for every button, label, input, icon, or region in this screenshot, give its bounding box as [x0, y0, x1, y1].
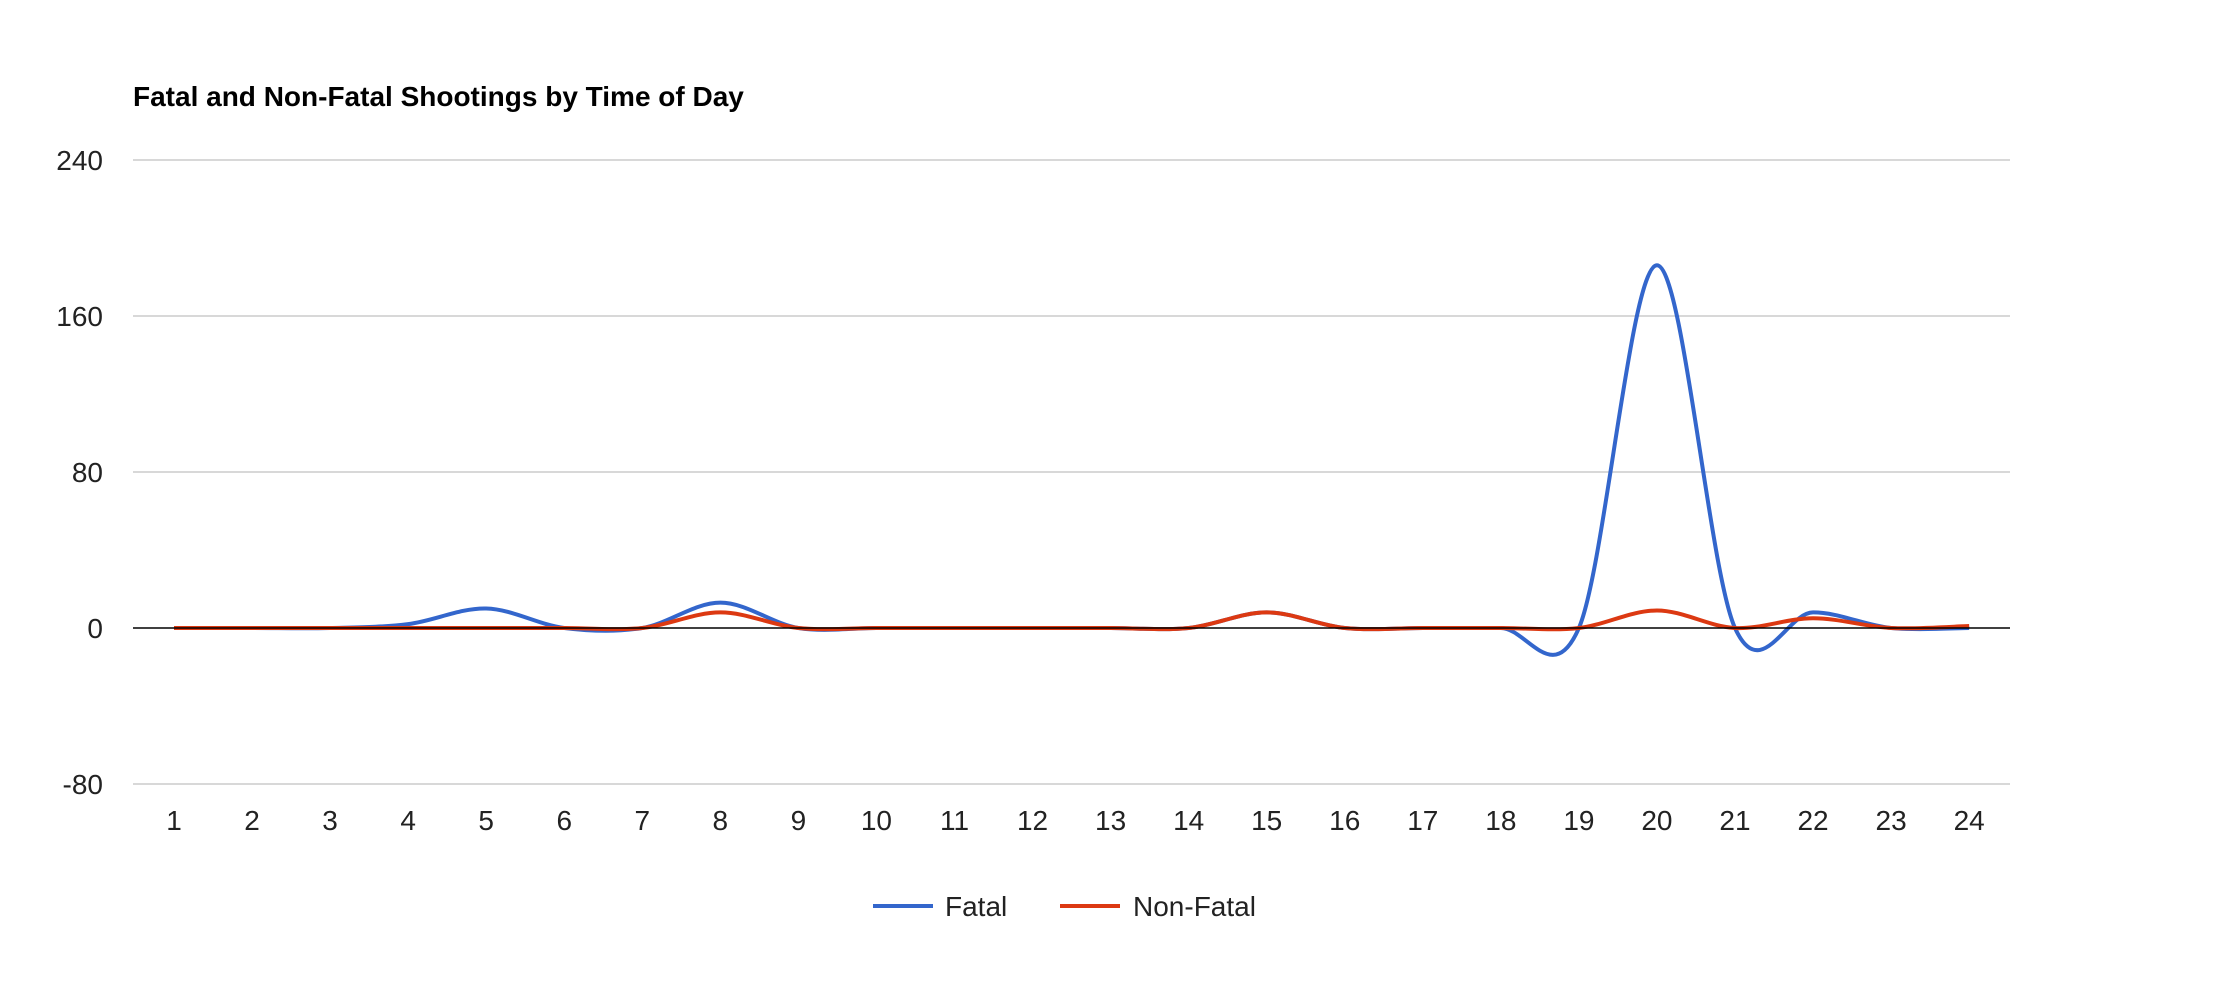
x-tick-label: 13 — [1095, 805, 1126, 836]
gridlines — [133, 159, 2010, 785]
series-line-fatal — [174, 263, 1970, 657]
x-tick-label: 16 — [1329, 805, 1360, 836]
x-tick-label: 2 — [244, 805, 260, 836]
y-axis-ticks: 240 160 80 0 -80 — [56, 145, 103, 800]
x-tick-label: 18 — [1485, 805, 1516, 836]
y-tick-label: 240 — [56, 145, 103, 176]
x-tick-label: 3 — [322, 805, 338, 836]
x-axis-ticks: 1 2 3 4 5 6 7 8 9 10 11 12 13 14 15 16 17 18 19 20 21 22 23 24 — [166, 805, 1985, 836]
y-tick-label: 80 — [72, 457, 103, 488]
x-tick-label: 4 — [400, 805, 416, 836]
x-tick-label: 6 — [556, 805, 572, 836]
legend-label: Fatal — [945, 891, 1007, 922]
x-tick-label: 11 — [940, 805, 969, 836]
x-tick-label: 20 — [1641, 805, 1672, 836]
y-tick-label: 0 — [87, 613, 103, 644]
series-lines — [133, 263, 2010, 657]
x-tick-label: 24 — [1954, 805, 1985, 836]
x-tick-label: 21 — [1719, 805, 1750, 836]
x-tick-label: 23 — [1876, 805, 1907, 836]
y-tick-label: -80 — [63, 769, 103, 800]
x-tick-label: 9 — [791, 805, 807, 836]
x-tick-label: 17 — [1407, 805, 1438, 836]
x-tick-label: 15 — [1251, 805, 1282, 836]
x-tick-label: 1 — [166, 805, 182, 836]
y-tick-label: 160 — [56, 301, 103, 332]
x-tick-label: 19 — [1563, 805, 1594, 836]
series-line-non-fatal — [174, 608, 1970, 632]
x-tick-label: 7 — [635, 805, 651, 836]
x-tick-label: 22 — [1797, 805, 1828, 836]
legend: Fatal Non-Fatal — [873, 891, 1256, 922]
legend-label: Non-Fatal — [1133, 891, 1256, 922]
x-tick-label: 8 — [713, 805, 729, 836]
x-tick-label: 10 — [861, 805, 892, 836]
chart-title: Fatal and Non-Fatal Shootings by Time of… — [133, 81, 744, 112]
x-tick-label: 12 — [1017, 805, 1048, 836]
x-tick-label: 5 — [478, 805, 494, 836]
x-tick-label: 14 — [1173, 805, 1204, 836]
